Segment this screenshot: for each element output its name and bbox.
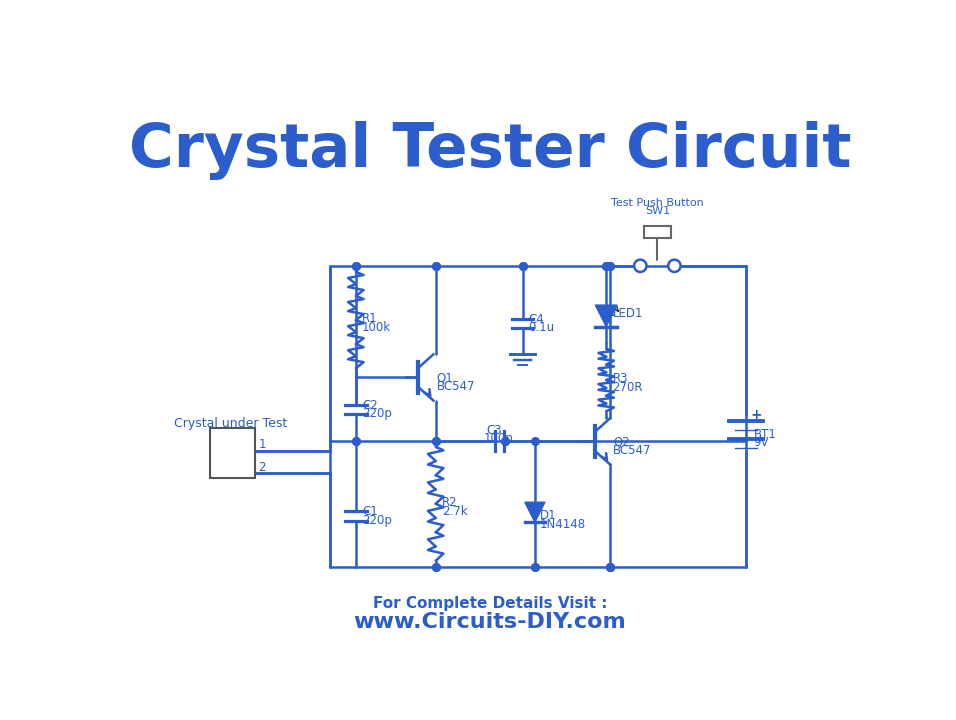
Text: C1: C1 [362,505,378,518]
Text: 2.7k: 2.7k [442,505,467,518]
Text: 100p: 100p [484,432,513,445]
Text: 1: 1 [258,438,266,451]
Text: 0.1u: 0.1u [529,321,554,334]
Text: BC547: BC547 [437,379,475,393]
Text: www.Circuits-DIY.com: www.Circuits-DIY.com [354,611,626,631]
Text: BT1: BT1 [753,428,776,441]
Text: C3: C3 [487,423,503,436]
Text: R1: R1 [362,312,378,325]
FancyBboxPatch shape [644,226,670,238]
Text: R3: R3 [613,372,628,385]
Text: 270R: 270R [613,381,642,394]
Text: Q1: Q1 [437,372,453,384]
Text: +: + [750,408,762,422]
Text: For Complete Details Visit :: For Complete Details Visit : [373,596,607,611]
Text: R2: R2 [442,496,458,509]
Circle shape [668,260,681,272]
Text: BC547: BC547 [613,444,652,456]
Text: 2: 2 [258,461,266,474]
Text: 220p: 220p [362,514,392,527]
Text: Test Push Button: Test Push Button [611,198,704,208]
Text: 1: 1 [223,441,231,454]
FancyBboxPatch shape [210,428,255,477]
Text: 100k: 100k [362,321,391,334]
Text: 1N4148: 1N4148 [539,518,586,531]
Text: 2: 2 [223,462,231,475]
Text: 220p: 220p [362,408,392,420]
Text: Q2: Q2 [613,435,630,449]
Circle shape [634,260,646,272]
Text: C2: C2 [362,399,378,412]
Text: C4: C4 [529,312,545,325]
Text: 9V: 9V [753,436,769,449]
Text: Crystal Tester Circuit: Crystal Tester Circuit [129,121,851,180]
Text: LED1: LED1 [613,307,642,320]
Text: SW1: SW1 [644,206,670,216]
Text: D1: D1 [539,509,556,522]
Polygon shape [596,305,617,327]
Text: Crystal under Test: Crystal under Test [174,418,287,431]
Polygon shape [525,502,545,522]
